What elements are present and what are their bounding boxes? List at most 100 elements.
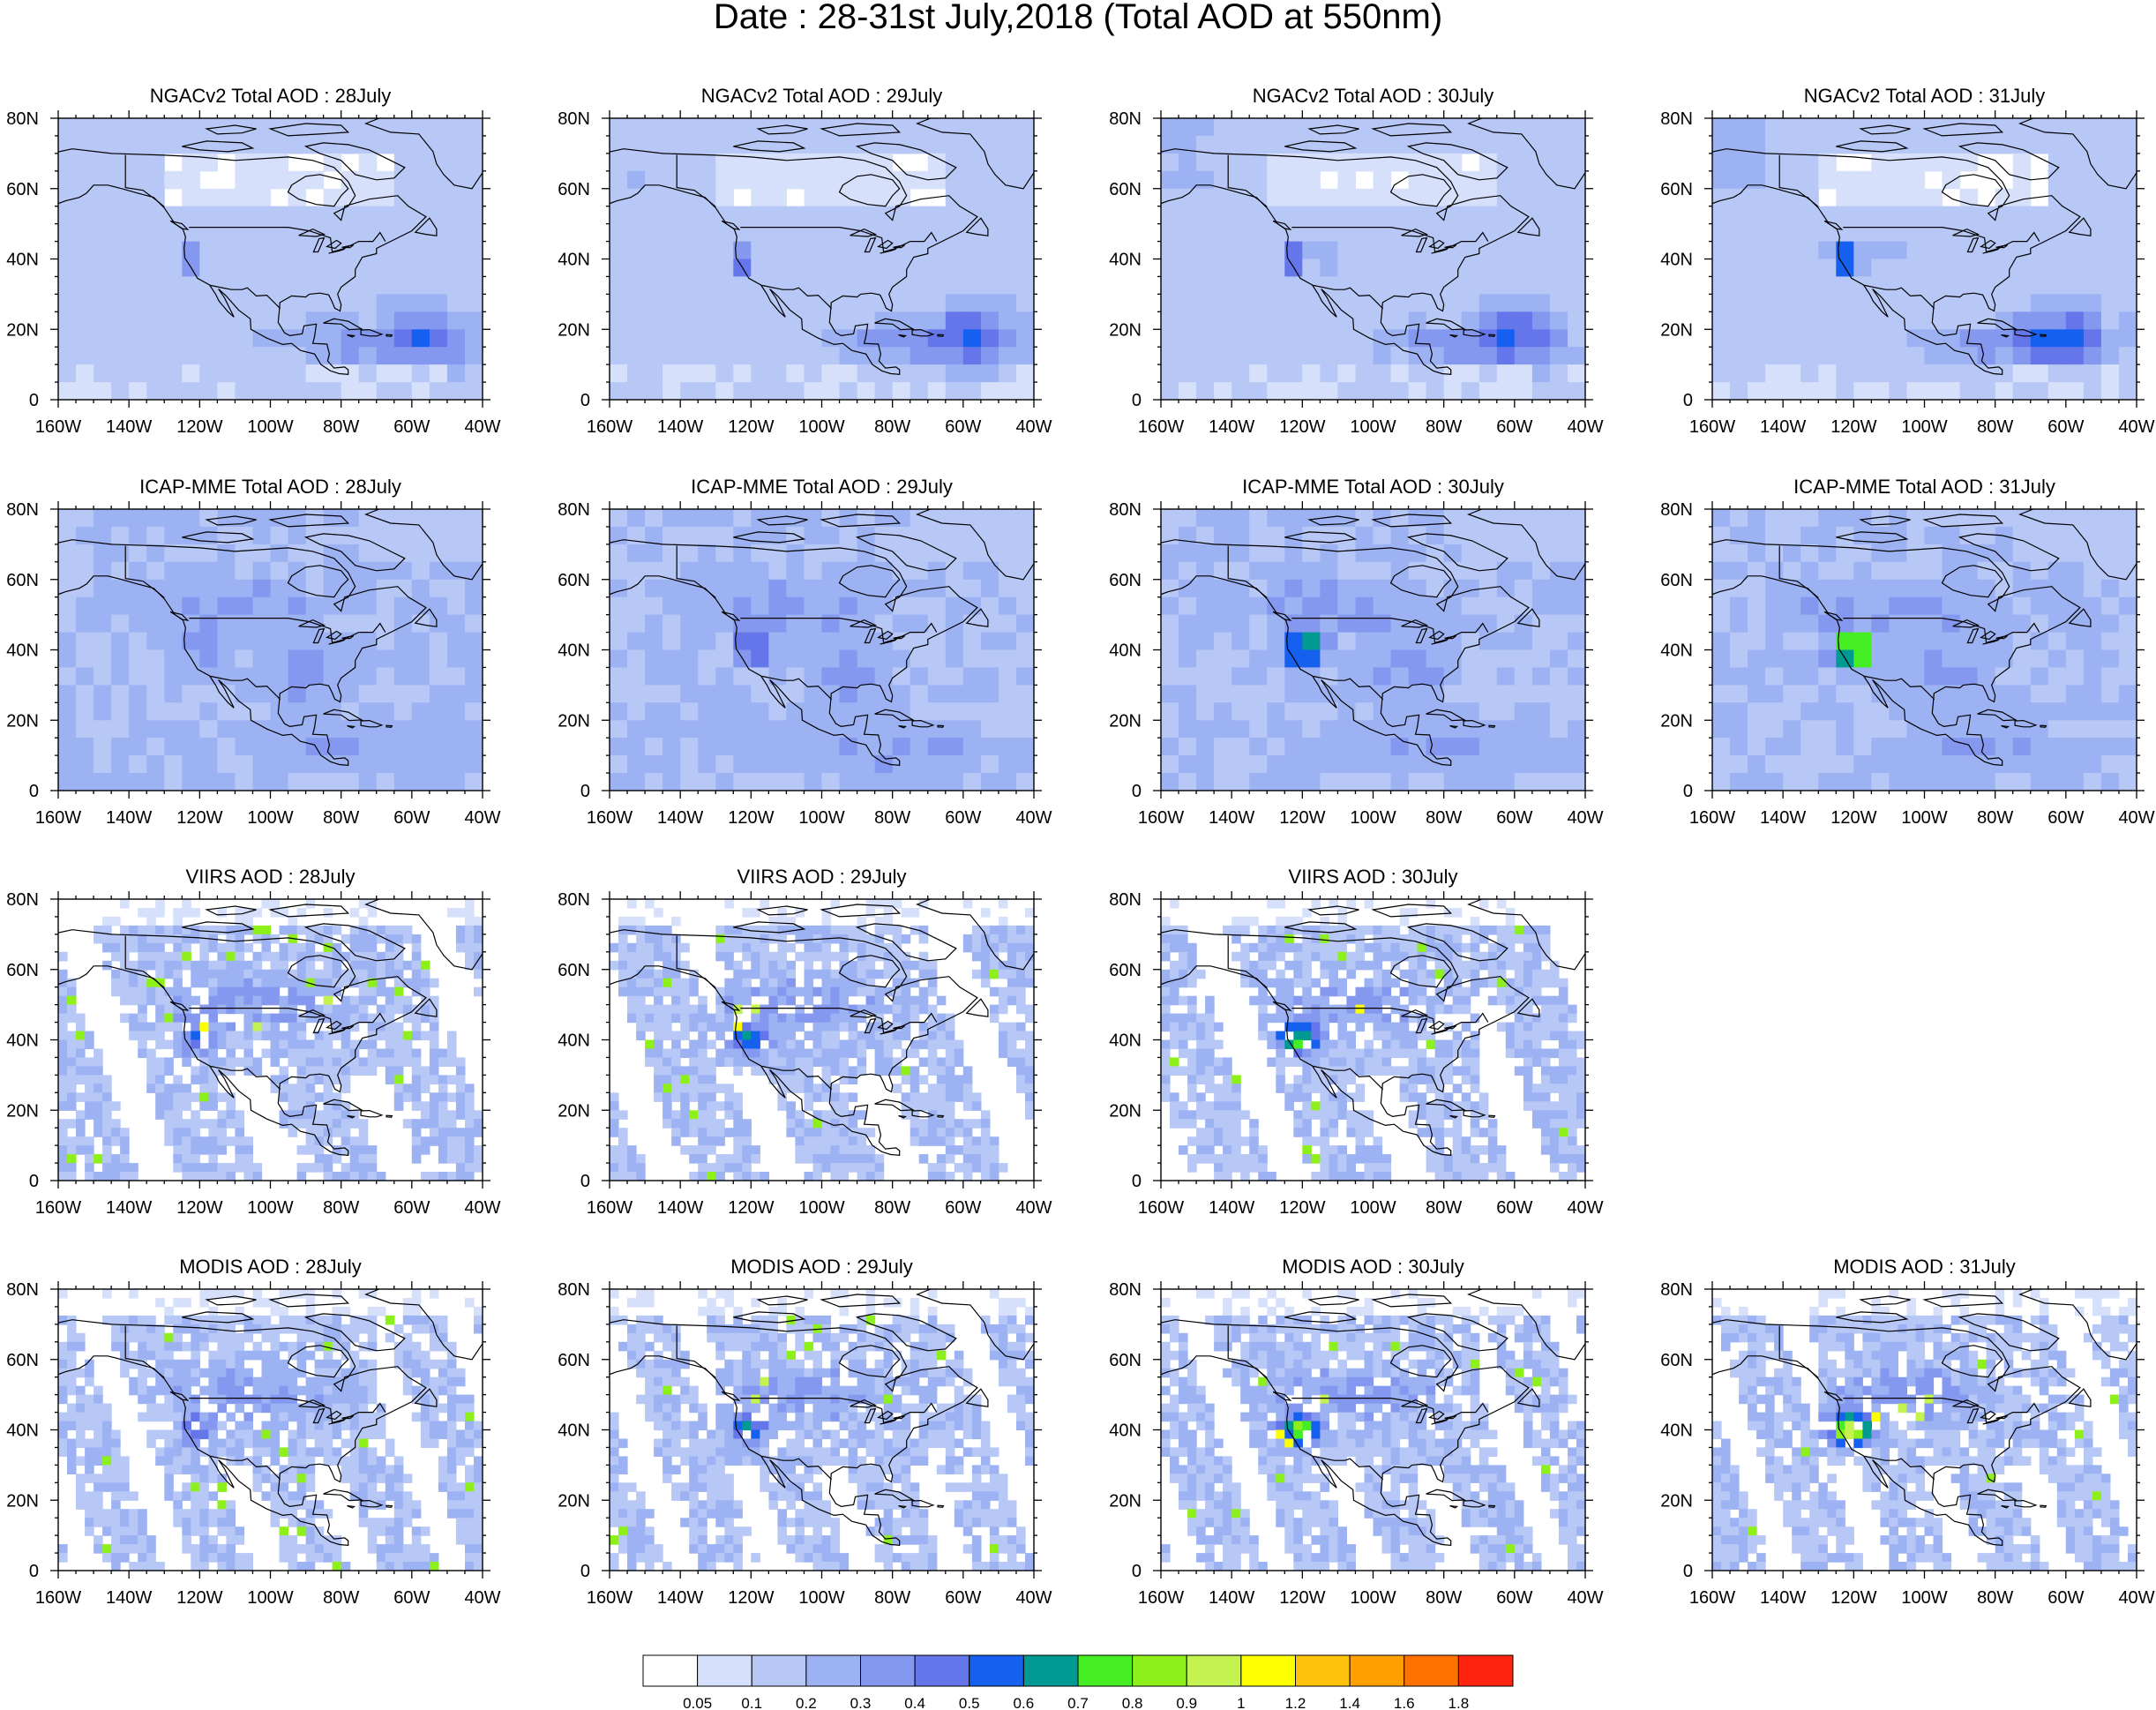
lat-tick-label: 20N [6, 1491, 39, 1511]
lon-tick-label: 160W [1138, 1198, 1184, 1218]
lat-tick-label: 40N [1660, 251, 1693, 270]
lat-tick-label: 0 [1132, 391, 1142, 410]
coastlines [610, 1289, 1034, 1546]
lon-tick-label: 60W [945, 1588, 981, 1608]
lon-tick-label: 160W [587, 1588, 633, 1608]
lon-tick-label: 60W [1496, 417, 1532, 437]
lon-tick-label: 160W [587, 1198, 633, 1218]
lon-tick-label: 160W [587, 417, 633, 437]
ngac-panel: 160W 140W 120W 100W 80W 60W 40W 80N 60N 40N 20N 0 NG… [558, 85, 1052, 437]
aod-field [1161, 509, 1585, 791]
lat-tick-label: 0 [1683, 1562, 1693, 1581]
aod-field [1712, 1289, 2137, 1571]
aod-field [1161, 899, 1585, 1181]
lat-tick-label: 40N [1109, 641, 1142, 661]
colorbar-label: 0.05 [683, 1695, 712, 1710]
coastlines [610, 509, 1034, 766]
lat-tick-label: 80N [558, 109, 590, 129]
lat-tick-label: 0 [580, 391, 590, 410]
colorbar-label: 0.9 [1176, 1695, 1197, 1710]
lon-tick-label: 40W [1015, 417, 1052, 437]
lat-tick-label: 60N [6, 1351, 39, 1370]
map-panels: 160W 140W 120W 100W 80W 60W 40W 80N 60N 40N 20N 0 NG… [6, 85, 2154, 1608]
colorbar-swatch [1295, 1654, 1351, 1687]
lat-tick-label: 0 [29, 391, 39, 410]
lat-tick-label: 20N [558, 711, 590, 731]
lat-tick-label: 40N [1109, 1031, 1142, 1051]
lat-tick-label: 80N [558, 890, 590, 910]
lon-tick-label: 80W [874, 1198, 910, 1218]
lon-tick-label: 100W [798, 1588, 844, 1608]
lon-tick-label: 40W [1567, 808, 1603, 828]
lat-tick-label: 60N [558, 961, 590, 980]
colorbar-swatch [1404, 1654, 1459, 1687]
aod-field [610, 899, 1034, 1181]
lon-tick-label: 140W [657, 808, 703, 828]
lat-tick-label: 40N [1109, 251, 1142, 270]
aod-field [58, 1289, 483, 1571]
lon-tick-label: 80W [1426, 1588, 1462, 1608]
modis-panel: 160W 140W 120W 100W 80W 60W 40W 80N 60N 40N 20N 0 MO… [1660, 1256, 2154, 1608]
lon-tick-label: 140W [1760, 808, 1806, 828]
colorbar-swatch [1077, 1654, 1134, 1687]
aod-field [1712, 118, 2137, 400]
lon-tick-label: 100W [1901, 808, 1947, 828]
lon-tick-label: 100W [247, 808, 293, 828]
modis-panel: 160W 140W 120W 100W 80W 60W 40W 80N 60N 40N 20N 0 MO… [558, 1256, 1052, 1608]
lat-tick-label: 0 [580, 1562, 590, 1581]
colorbar-label: 1.2 [1285, 1695, 1306, 1710]
lon-tick-label: 120W [176, 417, 222, 437]
lat-tick-label: 0 [1683, 391, 1693, 410]
lon-tick-label: 160W [1138, 417, 1184, 437]
lon-tick-label: 120W [1830, 417, 1876, 437]
ngac-panel: 160W 140W 120W 100W 80W 60W 40W 80N 60N 40N 20N 0 NG… [6, 85, 500, 437]
lon-tick-label: 160W [587, 808, 633, 828]
colorbar-swatch [1132, 1654, 1187, 1687]
lat-tick-label: 20N [1109, 711, 1142, 731]
lon-tick-label: 120W [176, 1198, 222, 1218]
lat-tick-label: 0 [29, 1172, 39, 1191]
lat-tick-label: 0 [29, 782, 39, 801]
icap-panel: 160W 140W 120W 100W 80W 60W 40W 80N 60N 40N 20N 0 IC… [1109, 476, 1603, 828]
lon-tick-label: 100W [798, 417, 844, 437]
lon-tick-label: 40W [1567, 1198, 1603, 1218]
ngac-panel: 160W 140W 120W 100W 80W 60W 40W 80N 60N 40N 20N 0 NG… [1109, 85, 1603, 437]
lon-tick-label: 80W [1426, 808, 1462, 828]
panel-title: MODIS AOD : 30July [1282, 1256, 1464, 1278]
aod-field [1161, 1289, 1585, 1571]
lat-tick-label: 80N [1109, 1280, 1142, 1300]
panel-title: MODIS AOD : 28July [179, 1256, 362, 1278]
lon-tick-label: 140W [657, 1198, 703, 1218]
icap-panel: 160W 140W 120W 100W 80W 60W 40W 80N 60N 40N 20N 0 IC… [558, 476, 1052, 828]
lat-tick-label: 80N [6, 109, 39, 129]
lon-tick-label: 40W [464, 1198, 500, 1218]
lon-tick-label: 120W [728, 417, 774, 437]
colorbar-label: 0.6 [1014, 1695, 1035, 1710]
lat-tick-label: 0 [1132, 782, 1142, 801]
lon-tick-label: 100W [1901, 417, 1947, 437]
lon-tick-label: 140W [657, 417, 703, 437]
lon-tick-label: 100W [1901, 1588, 1947, 1608]
lat-tick-label: 80N [558, 1280, 590, 1300]
lat-tick-label: 80N [6, 890, 39, 910]
lat-tick-label: 40N [558, 641, 590, 661]
colorbar-swatch [642, 1654, 699, 1687]
lon-tick-label: 60W [1496, 1198, 1532, 1218]
figure-title: Date : 28-31st July,2018 (Total AOD at 5… [714, 0, 1442, 36]
lat-tick-label: 0 [1132, 1172, 1142, 1191]
coastlines [1712, 509, 2137, 766]
lat-tick-label: 60N [6, 571, 39, 590]
colorbar-label: 0.5 [959, 1695, 980, 1710]
lat-tick-label: 0 [1683, 782, 1693, 801]
lon-tick-label: 40W [2118, 808, 2154, 828]
lat-tick-label: 20N [6, 711, 39, 731]
lon-tick-label: 40W [464, 417, 500, 437]
lon-tick-label: 160W [1689, 1588, 1735, 1608]
lat-tick-label: 80N [6, 500, 39, 520]
colorbar-swatch [805, 1654, 861, 1687]
lon-tick-label: 60W [945, 417, 981, 437]
lat-tick-label: 20N [1109, 1491, 1142, 1511]
lat-tick-label: 60N [558, 1351, 590, 1370]
lon-tick-label: 140W [106, 1198, 152, 1218]
lat-tick-label: 60N [6, 961, 39, 980]
